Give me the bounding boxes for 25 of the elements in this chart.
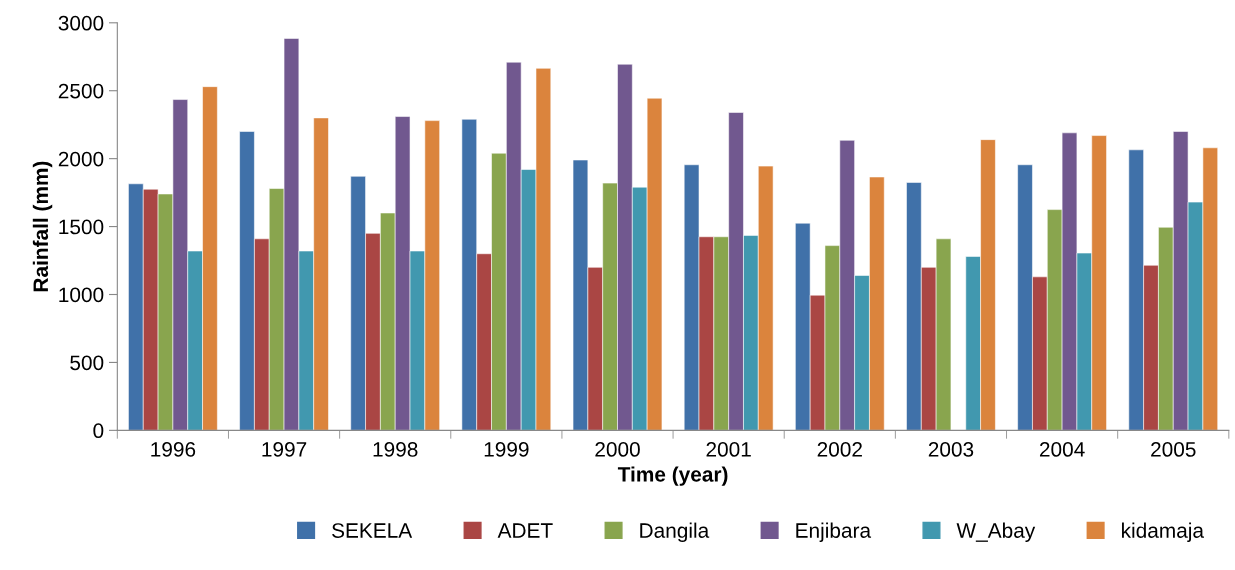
y-axis-title: Rainfall (mm)	[32, 161, 53, 292]
x-axis-title: Time (year)	[617, 466, 728, 486]
x-tick-label: 1997	[262, 442, 307, 457]
y-tick-label: 1000	[59, 287, 104, 303]
x-tick-label: 1998	[373, 442, 418, 457]
legend-label: kidamaja	[1122, 522, 1204, 543]
y-tick-label: 2000	[58, 151, 104, 167]
y-tick-label: 0	[93, 423, 104, 439]
legend-label: Enjibara	[796, 522, 872, 543]
y-tick-label: 3000	[58, 15, 104, 31]
legend-label: Dangila	[640, 522, 710, 543]
x-tick-label: 2001	[706, 442, 751, 457]
y-tick-label: 1500	[59, 219, 104, 235]
x-tick-label: 2004	[1039, 442, 1085, 457]
y-tick-label: 500	[70, 355, 104, 371]
x-tick-label: 2002	[817, 442, 862, 457]
x-tick-label: 2003	[928, 442, 974, 457]
y-tick-label: 2500	[58, 83, 104, 99]
legend-label: W_Abay	[956, 522, 1036, 543]
x-tick-label: 1999	[484, 442, 529, 457]
legend-label: SEKELA	[332, 523, 413, 538]
legend-label: ADET	[497, 523, 553, 538]
x-tick-label: 2000	[595, 442, 640, 457]
x-tick-label: 2005	[1151, 442, 1196, 457]
x-tick-label: 1996	[151, 442, 196, 457]
